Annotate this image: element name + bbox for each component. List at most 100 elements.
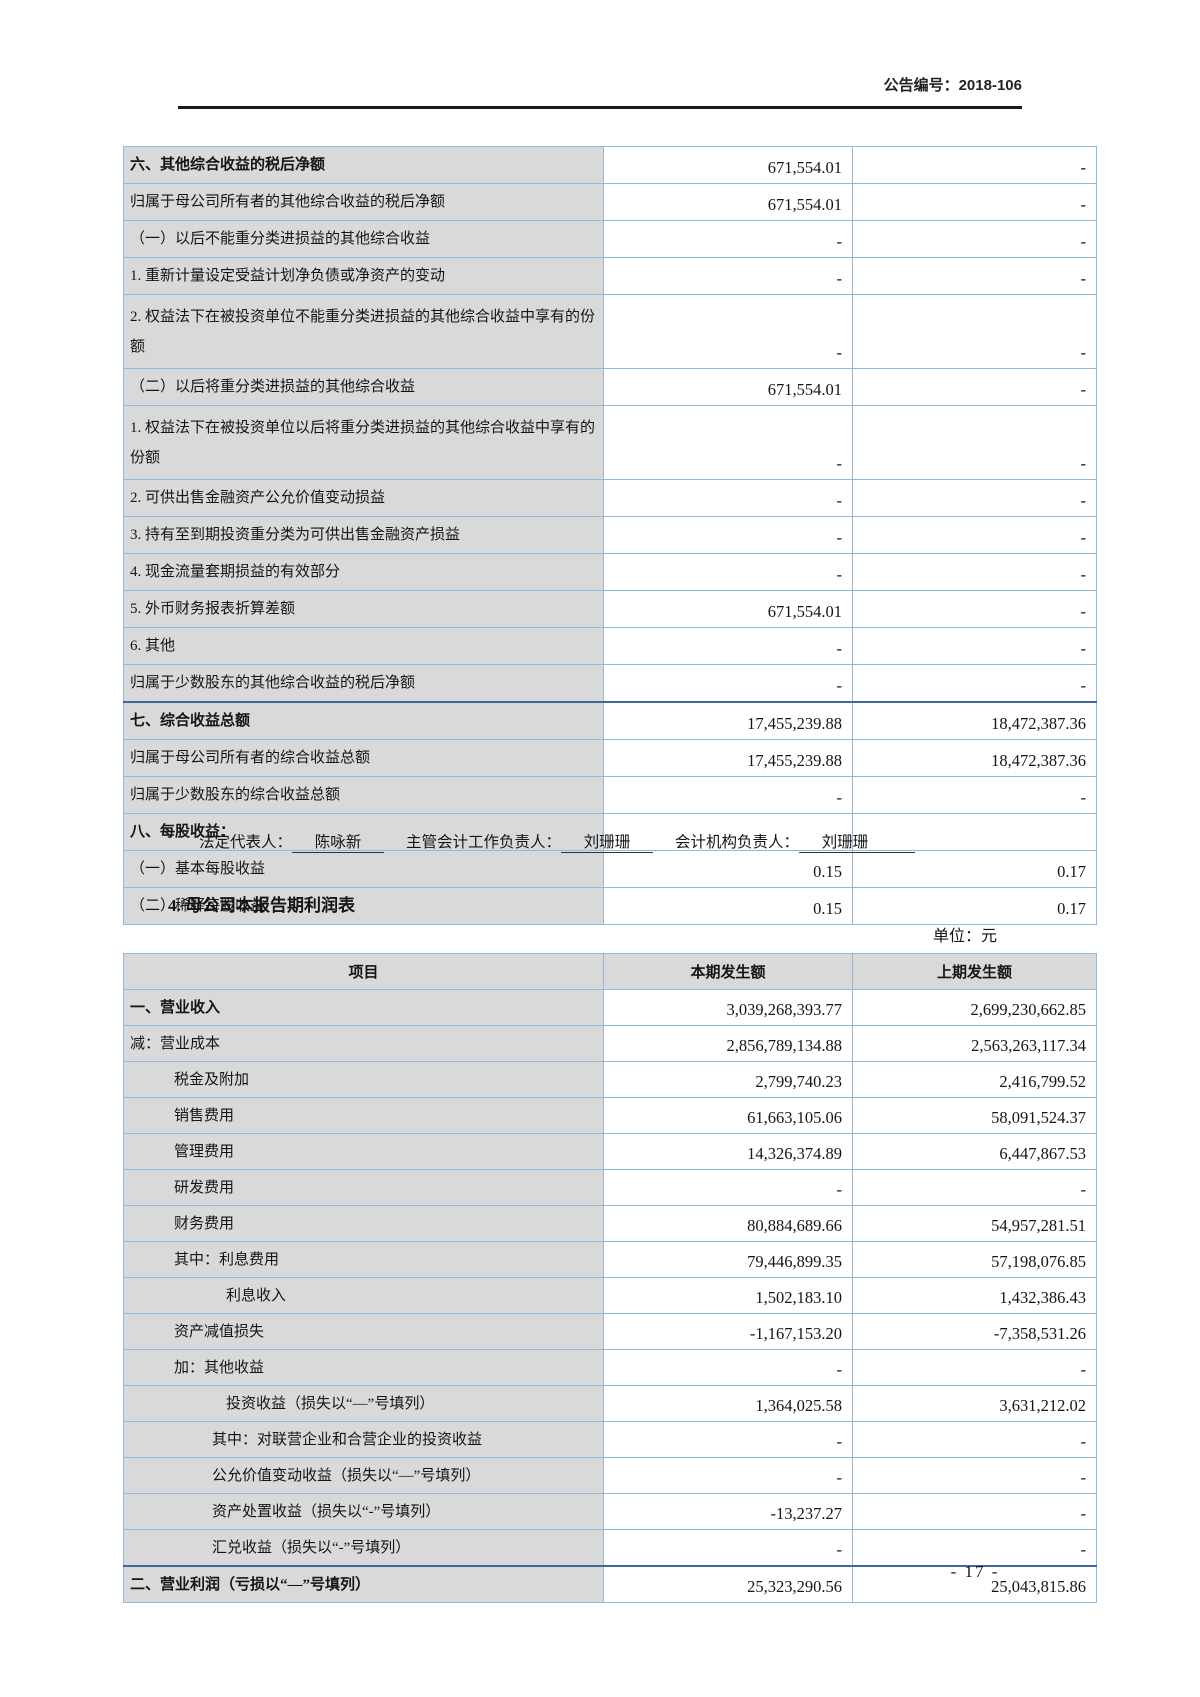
current-period-value-cell: 671,554.01 — [603, 183, 853, 221]
table-row: 税金及附加 2,799,740.23 2,416,799.52 — [123, 1061, 1097, 1098]
current-period-value-cell: 0.15 — [603, 887, 853, 925]
current-period-value-cell: - — [603, 1421, 853, 1458]
current-period-value-cell: 671,554.01 — [603, 590, 853, 628]
previous-period-value-cell: 0.17 — [852, 850, 1097, 888]
table-row: 公允价值变动收益（损失以“—”号填列） - - — [123, 1457, 1097, 1494]
previous-period-value-cell: - — [852, 1169, 1097, 1206]
item-label-cell: 利息收入 — [123, 1277, 604, 1314]
comprehensive-income-table-body: 六、其他综合收益的税后净额 671,554.01- 归属于母公司所有者的其他综合收益… — [123, 146, 1097, 925]
signature-line: 法定代表人： 陈咏新 主管会计工作负责人： 刘珊珊 会计机构负责人： 刘珊珊 — [199, 830, 916, 853]
current-period-value-cell: - — [603, 664, 853, 703]
item-label-cell: 资产处置收益（损失以“-”号填列） — [123, 1493, 604, 1530]
table-row: （二）以后将重分类进损益的其他综合收益 671,554.01- — [123, 368, 1097, 406]
current-period-value-cell: -13,237.27 — [603, 1493, 853, 1530]
item-label-cell: 2. 可供出售金融资产公允价值变动损益 — [123, 479, 604, 517]
item-label-cell: 5. 外币财务报表折算差额 — [123, 590, 604, 628]
table-row: 资产减值损失 -1,167,153.20 -7,358,531.26 — [123, 1313, 1097, 1350]
table-row: 七、综合收益总额 17,455,239.88 18,472,387.36 — [123, 701, 1097, 740]
table-row: 归属于少数股东的其他综合收益的税后净额 - - — [123, 664, 1097, 703]
accounting-org-name: 刘珊珊 — [799, 830, 916, 853]
previous-period-value-cell: - — [852, 1457, 1097, 1494]
item-label-cell: 归属于少数股东的其他综合收益的税后净额 — [123, 664, 604, 703]
current-period-value-cell: 2,799,740.23 — [603, 1061, 853, 1098]
previous-period-value-cell: - — [852, 1421, 1097, 1458]
previous-period-value-cell: - — [852, 1493, 1097, 1530]
table-row: 其中：利息费用 79,446,899.35 57,198,076.85 — [123, 1241, 1097, 1278]
current-period-value-cell: - — [603, 257, 853, 295]
previous-period-value-cell: - — [852, 553, 1097, 591]
table-row: 八、每股收益： — [123, 813, 1097, 851]
current-period-value-cell: 1,364,025.58 — [603, 1385, 853, 1422]
item-label-cell: （二）以后将重分类进损益的其他综合收益 — [123, 368, 604, 406]
table-row: 销售费用 61,663,105.06 58,091,524.37 — [123, 1097, 1097, 1134]
previous-period-value-cell: - — [852, 516, 1097, 554]
item-label-cell: 4. 现金流量套期损益的有效部分 — [123, 553, 604, 591]
item-label-cell: 6. 其他 — [123, 627, 604, 665]
current-period-value-cell: - — [603, 1457, 853, 1494]
item-label-cell: 1. 重新计量设定受益计划净负债或净资产的变动 — [123, 257, 604, 295]
current-period-value-cell: - — [603, 516, 853, 554]
item-label-cell: （一）基本每股收益 — [123, 850, 604, 888]
table-row: 3. 持有至到期投资重分类为可供出售金融资产损益 - - — [123, 516, 1097, 554]
current-period-value-cell: - — [603, 294, 853, 369]
current-period-value-cell: 2,856,789,134.88 — [603, 1025, 853, 1062]
current-period-value-cell: 14,326,374.89 — [603, 1133, 853, 1170]
table-row: 归属于母公司所有者的其他综合收益的税后净额 671,554.01- — [123, 183, 1097, 221]
income-statement-body: 一、营业收入 3,039,268,393.77 2,699,230,662.85 减：… — [123, 989, 1097, 1603]
legal-representative-name: 陈咏新 — [292, 830, 385, 853]
table-row: 归属于少数股东的综合收益总额 - - — [123, 776, 1097, 814]
item-label-cell: 1. 权益法下在被投资单位以后将重分类进损益的其他综合收益中享有的份额 — [123, 405, 604, 480]
item-label-cell: 公允价值变动收益（损失以“—”号填列） — [123, 1457, 604, 1494]
table-row: 6. 其他 - - — [123, 627, 1097, 665]
previous-period-value-cell: - — [852, 776, 1097, 814]
column-header-previous-period: 上期发生额 — [852, 953, 1097, 990]
previous-period-value-cell: 18,472,387.36 — [852, 701, 1097, 740]
item-label-cell: 归属于母公司所有者的综合收益总额 — [123, 739, 604, 777]
parent-company-income-statement: 项目 本期发生额 上期发生额 一、营业收入 3,039,268,393.77 2,6… — [123, 953, 1097, 1603]
current-period-value-cell: 80,884,689.66 — [603, 1205, 853, 1242]
current-period-value-cell: 671,554.01 — [603, 368, 853, 406]
previous-period-value-cell: - — [852, 220, 1097, 258]
current-period-value-cell: 3,039,268,393.77 — [603, 989, 853, 1026]
previous-period-value-cell: 2,563,263,117.34 — [852, 1025, 1097, 1062]
column-header-current-period: 本期发生额 — [603, 953, 853, 990]
item-label-cell: 研发费用 — [123, 1169, 604, 1206]
previous-period-value-cell: - — [852, 183, 1097, 221]
previous-period-value-cell: - — [852, 368, 1097, 406]
current-period-value-cell: 25,323,290.56 — [603, 1565, 853, 1603]
table-row: 5. 外币财务报表折算差额 671,554.01- — [123, 590, 1097, 628]
item-label-cell: 其中：利息费用 — [123, 1241, 604, 1278]
income-statement-header: 项目 本期发生额 上期发生额 — [123, 953, 1097, 990]
item-label-cell: （一）以后不能重分类进损益的其他综合收益 — [123, 220, 604, 258]
item-label-cell: 管理费用 — [123, 1133, 604, 1170]
table-row: 归属于母公司所有者的综合收益总额 17,455,239.88 18,472,387.… — [123, 739, 1097, 777]
table-row: （一）以后不能重分类进损益的其他综合收益 - - — [123, 220, 1097, 258]
item-label-cell: （二）稀释每股收益 — [123, 887, 604, 925]
previous-period-value-cell: 2,416,799.52 — [852, 1061, 1097, 1098]
item-label-cell: 加：其他收益 — [123, 1349, 604, 1386]
current-period-value-cell: - — [603, 1349, 853, 1386]
table-row: 4. 现金流量套期损益的有效部分 - - — [123, 553, 1097, 591]
item-label-cell: 二、营业利润（亏损以“—”号填列） — [123, 1565, 604, 1603]
table-row: 利息收入 1,502,183.10 1,432,386.43 — [123, 1277, 1097, 1314]
table-row: 管理费用 14,326,374.89 6,447,867.53 — [123, 1133, 1097, 1170]
current-period-value-cell: - — [603, 627, 853, 665]
item-label-cell: 投资收益（损失以“—”号填列） — [123, 1385, 604, 1422]
previous-period-value-cell: 6,447,867.53 — [852, 1133, 1097, 1170]
accounting-org-label: 会计机构负责人： — [675, 834, 800, 851]
table-row: 投资收益（损失以“—”号填列） 1,364,025.58 3,631,212.02 — [123, 1385, 1097, 1422]
announcement-number: 公告编号：2018-106 — [883, 77, 1022, 94]
previous-period-value-cell: - — [852, 664, 1097, 703]
item-label-cell: 减：营业成本 — [123, 1025, 604, 1062]
previous-period-value-cell: 2,699,230,662.85 — [852, 989, 1097, 1026]
item-label-cell: 汇兑收益（损失以“-”号填列） — [123, 1529, 604, 1567]
previous-period-value-cell — [852, 813, 1097, 851]
previous-period-value-cell: 1,432,386.43 — [852, 1277, 1097, 1314]
comprehensive-income-table: 六、其他综合收益的税后净额 671,554.01- 归属于母公司所有者的其他综合收益… — [123, 146, 1097, 925]
previous-period-value-cell: - — [852, 257, 1097, 295]
header-divider-rule — [178, 106, 1022, 109]
table-row: 减：营业成本 2,856,789,134.88 2,563,263,117.34 — [123, 1025, 1097, 1062]
previous-period-value-cell: 25,043,815.86 — [852, 1565, 1097, 1603]
table-row: 2. 权益法下在被投资单位不能重分类进损益的其他综合收益中享有的份额 - - — [123, 294, 1097, 369]
